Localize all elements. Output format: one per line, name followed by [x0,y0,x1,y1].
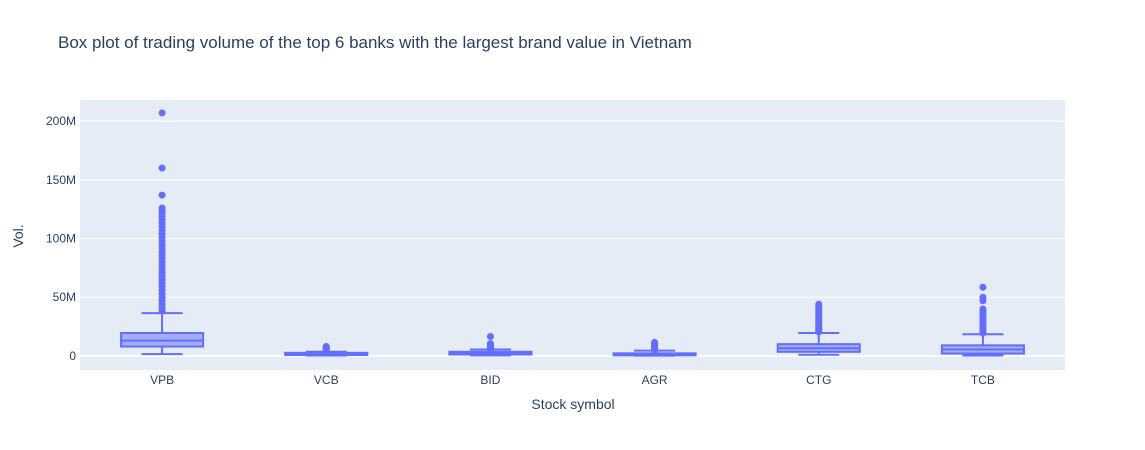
y-tick-label: 50M [53,290,76,304]
y-tick-label: 100M [46,232,76,246]
x-tick-label: BID [480,373,500,387]
x-tick-label: AGR [642,373,668,387]
x-tick-label: CTG [806,373,831,387]
outlier-point [158,109,166,117]
x-tick-label: VPB [150,373,174,387]
outlier-point [486,333,494,341]
outlier-point [651,338,659,346]
outlier-point [979,305,987,313]
x-tick-label: TCB [971,373,995,387]
y-tick-label: 200M [46,114,76,128]
x-axis-title: Stock symbol [531,396,615,412]
y-tick-label: 150M [46,173,76,187]
outlier-point [486,340,494,348]
outlier-point [158,164,166,172]
outlier-point [979,293,987,301]
chart-title: Box plot of trading volume of the top 6 … [58,33,692,52]
outlier-point [815,300,823,308]
outlier-point [158,307,166,315]
outlier-point [158,191,166,199]
y-axis-title: Vol. [10,224,26,248]
outlier-point [322,343,330,351]
y-tick-label: 0 [69,349,76,363]
plot-background [80,100,1065,370]
x-tick-label: VCB [314,373,339,387]
outlier-point [979,283,987,291]
